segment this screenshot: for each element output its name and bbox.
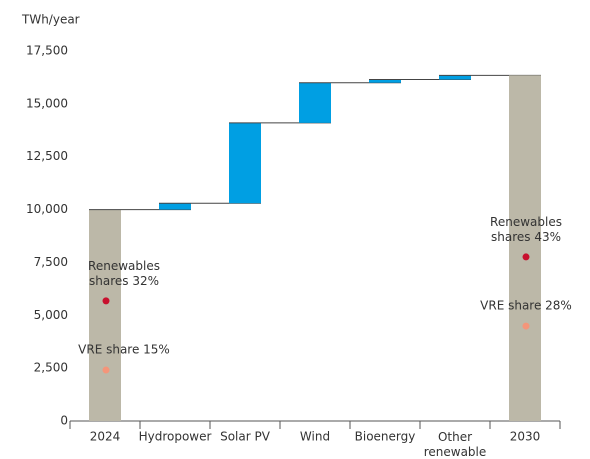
bar [299,82,331,123]
y-tick-label: 2,500 [34,361,68,375]
share-dot [522,322,530,330]
bar [509,75,541,422]
x-tick-label: Hydropower [139,430,212,444]
share-dot [102,366,110,374]
share-dot [522,253,530,261]
y-tick-label: 10,000 [26,202,68,216]
bar [89,209,121,421]
x-tick-label: 2030 [510,430,541,444]
y-tick-label: 12,500 [26,149,68,163]
bar [369,79,401,83]
y-axis-label: TWh/year [21,13,80,27]
share-label: VRE share 28% [480,299,572,313]
x-tick-label: Bioenergy [355,430,416,444]
bar [229,122,261,204]
bar [159,203,191,210]
x-tick-label: Other renewable [424,430,487,459]
x-tick-label: 2024 [90,430,121,444]
y-tick-label: 17,500 [26,44,68,58]
share-label: Renewables shares 43% [490,214,562,243]
share-label: VRE share 15% [78,343,170,357]
y-tick-label: 7,500 [34,255,68,269]
x-tick-label: Wind [300,430,330,444]
x-tick-label: Solar PV [220,430,271,444]
y-tick-label: 0 [60,414,68,428]
y-tick-label: 15,000 [26,96,68,110]
bar [439,75,471,80]
y-tick-label: 5,000 [34,308,68,322]
share-dot [102,297,110,305]
share-label: Renewables shares 32% [88,258,160,287]
